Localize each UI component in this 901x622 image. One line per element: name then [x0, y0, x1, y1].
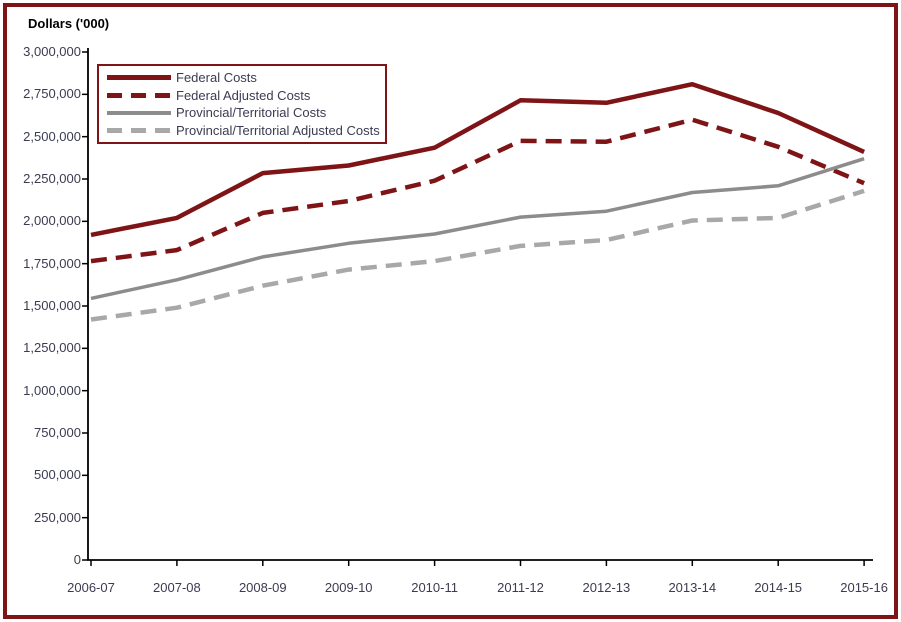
y-tick-label: 1,000,000 — [23, 382, 81, 398]
y-tick-label: 1,750,000 — [23, 255, 81, 271]
x-tick-label: 2011-12 — [497, 580, 544, 595]
x-tick-label: 2010-11 — [411, 580, 458, 595]
y-tick-label: 3,000,000 — [23, 44, 81, 59]
series-line-federal-costs — [90, 81, 866, 238]
legend-label: Federal Costs — [176, 70, 257, 86]
legend-label: Federal Adjusted Costs — [176, 87, 311, 103]
x-tick-label: 2009-10 — [324, 580, 373, 595]
legend-swatch-provincial-territorial-costs — [107, 110, 171, 115]
y-tick-label: 1,250,000 — [23, 340, 81, 356]
y-tick-label: 500,000 — [34, 467, 81, 483]
series-line-federal-adjusted-costs — [90, 117, 865, 264]
y-tick-label: 750,000 — [34, 425, 81, 440]
series-line-provincial-territorial-costs — [90, 157, 865, 301]
x-tick-label: 2012-13 — [582, 580, 631, 595]
series-line-provincial-territorial-adjusted-costs — [90, 188, 865, 322]
y-tick-label: 1,500,000 — [23, 298, 81, 313]
legend-item-provincial-territorial-adjusted-costs: Provincial/Territorial Adjusted Costs — [107, 123, 385, 138]
y-tick-label: 2,250,000 — [23, 171, 81, 186]
legend: Federal Costs Federal Adjusted Costs Pro… — [97, 64, 387, 144]
x-tick-label: 2008-09 — [238, 580, 287, 595]
legend-swatch-provincial-territorial-adjusted-costs — [107, 127, 171, 133]
y-tick-label: 250,000 — [34, 509, 81, 525]
y-tick-label: 2,000,000 — [23, 213, 81, 229]
x-tick-label: 2014-15 — [754, 580, 803, 595]
x-tick-label: 2006-07 — [67, 580, 115, 595]
legend-swatch-federal-adjusted-costs — [107, 92, 171, 98]
x-tick-label: 2007-08 — [153, 580, 201, 595]
legend-label: Provincial/Territorial Costs — [176, 105, 327, 121]
y-tick-label: 2,750,000 — [23, 86, 81, 102]
legend-item-federal-costs: Federal Costs — [107, 70, 385, 85]
chart-title: Dollars ('000) — [28, 16, 110, 31]
y-tick-label: 0 — [73, 552, 81, 567]
x-tick-label: 2015-16 — [840, 580, 888, 595]
legend-label: Provincial/Territorial Adjusted Costs — [176, 122, 380, 138]
axis-lines — [87, 48, 873, 561]
x-tick-label: 2013-14 — [668, 580, 717, 595]
legend-swatch-federal-costs — [107, 75, 171, 81]
y-tick-label: 2,500,000 — [23, 128, 81, 144]
legend-item-provincial-territorial-costs: Provincial/Territorial Costs — [107, 105, 385, 120]
legend-item-federal-adjusted-costs: Federal Adjusted Costs — [107, 88, 385, 103]
